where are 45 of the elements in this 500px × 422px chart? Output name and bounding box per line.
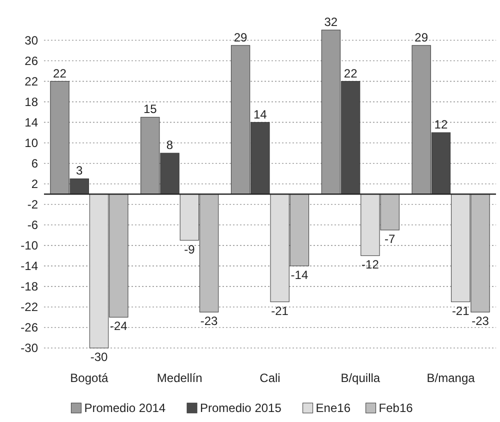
x-tick-label: Cali [260, 371, 280, 385]
y-tick-label: -10 [20, 238, 38, 253]
data-label: 15 [143, 102, 158, 116]
y-tick-label: -6 [27, 218, 38, 232]
legend-label: Ene16 [316, 401, 351, 415]
x-tick-label: B/manga [426, 371, 476, 385]
y-tick-label: 6 [31, 156, 38, 171]
data-label: -30 [90, 350, 108, 364]
y-tick-label: -22 [20, 300, 38, 314]
x-tick-label: Medellín [156, 371, 202, 385]
y-tick-label: 18 [24, 95, 38, 110]
data-label: -21 [452, 304, 470, 318]
data-label: -23 [200, 314, 218, 328]
legend-label: Feb16 [378, 401, 414, 415]
legend-label: Promedio 2014 [84, 401, 166, 415]
data-label: -14 [290, 268, 308, 282]
data-label: -7 [384, 232, 396, 246]
data-label: -21 [271, 304, 289, 318]
data-label: -24 [110, 319, 128, 334]
data-label: 14 [254, 107, 268, 122]
data-label: 32 [324, 15, 338, 29]
y-tick-label: -2 [27, 198, 38, 212]
data-label: 29 [234, 30, 248, 44]
data-label: -9 [184, 242, 196, 256]
x-tick-label: B/quilla [340, 371, 380, 385]
y-tick-label: 14 [24, 116, 38, 130]
legend-label: Promedio 2015 [200, 401, 282, 415]
data-label: -12 [362, 258, 380, 272]
y-tick-label: -26 [20, 320, 38, 335]
y-tick-label: 22 [24, 74, 38, 88]
y-tick-label: -14 [20, 259, 38, 274]
y-tick-label: -30 [20, 341, 38, 356]
data-label: 22 [344, 66, 358, 80]
data-label: 12 [434, 118, 448, 132]
data-label: 29 [414, 30, 428, 44]
y-tick-label: 10 [24, 136, 38, 150]
y-tick-label: 26 [24, 54, 38, 68]
x-tick-label: Bogotá [70, 371, 109, 385]
y-tick-label: -18 [20, 280, 38, 294]
data-label: 8 [166, 138, 174, 152]
data-label: 22 [53, 66, 67, 80]
data-label: 3 [76, 164, 84, 178]
y-tick-label: 2 [31, 177, 38, 192]
y-tick-label: 30 [24, 33, 38, 48]
data-label: -23 [472, 314, 490, 328]
